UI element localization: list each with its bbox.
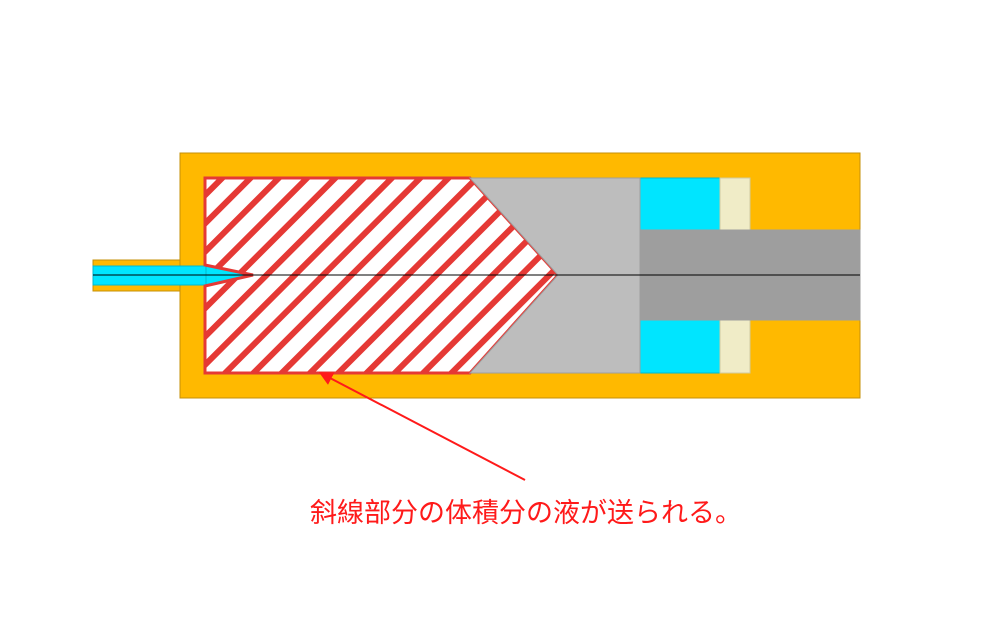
pump-cross-section-diagram: 斜線部分の体積分の液が送られる。 (0, 0, 1000, 620)
callout-label: 斜線部分の体積分の液が送られる。 (310, 498, 742, 528)
